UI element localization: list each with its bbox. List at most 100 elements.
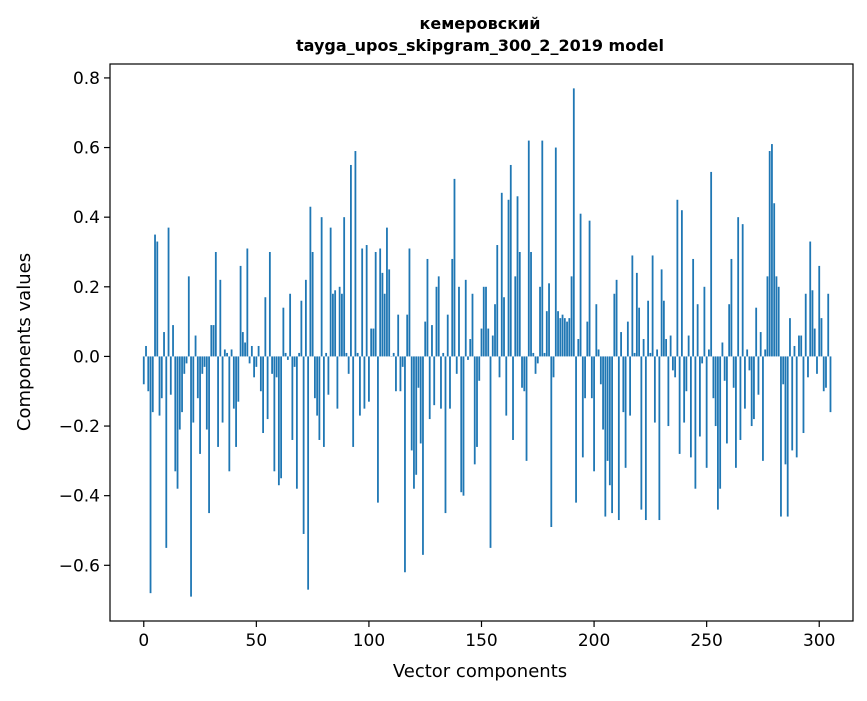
bar — [521, 356, 523, 387]
bar — [154, 235, 156, 357]
bar — [174, 356, 176, 471]
bar — [226, 353, 228, 356]
bar — [602, 356, 604, 429]
bar — [355, 151, 357, 356]
bar — [719, 356, 721, 488]
bar — [143, 356, 145, 384]
bar — [273, 356, 275, 471]
bar — [794, 346, 796, 356]
bar — [352, 356, 354, 447]
bar — [240, 266, 242, 357]
bar — [600, 356, 602, 384]
bar — [816, 356, 818, 373]
bar — [370, 329, 372, 357]
chart-subtitle: tayga_upos_skipgram_300_2_2019 model — [296, 36, 664, 55]
bar — [382, 273, 384, 357]
bar — [260, 356, 262, 391]
y-tick-label: −0.2 — [59, 417, 100, 437]
bar — [206, 356, 208, 429]
bar — [339, 287, 341, 357]
y-axis-label: Components values — [14, 253, 35, 431]
bar — [330, 228, 332, 357]
bar — [163, 332, 165, 356]
bar — [222, 356, 224, 422]
bar — [264, 297, 266, 356]
bar — [377, 356, 379, 502]
bar — [188, 276, 190, 356]
bar — [647, 301, 649, 357]
bar — [749, 356, 751, 370]
bar — [422, 356, 424, 554]
bar — [413, 356, 415, 488]
bar — [555, 148, 557, 357]
bar — [704, 287, 706, 357]
bar — [645, 356, 647, 520]
bar — [550, 356, 552, 527]
y-tick-label: 0.6 — [73, 139, 100, 159]
bar — [789, 318, 791, 356]
bar — [665, 339, 667, 356]
bar — [620, 332, 622, 356]
bar — [787, 356, 789, 516]
bar — [463, 356, 465, 495]
x-tick-label: 300 — [803, 631, 835, 651]
bar — [769, 151, 771, 356]
bar — [224, 349, 226, 356]
bar — [760, 332, 762, 356]
bar — [217, 356, 219, 447]
bar — [406, 315, 408, 357]
bar — [631, 255, 633, 356]
bar — [397, 315, 399, 357]
bar — [244, 343, 246, 357]
bar — [201, 356, 203, 373]
bar — [431, 325, 433, 356]
bar — [791, 356, 793, 450]
chart-title: кемеровский — [420, 14, 541, 33]
bar — [456, 356, 458, 373]
bar — [348, 356, 350, 373]
bar — [487, 329, 489, 357]
bar — [586, 322, 588, 357]
bar — [280, 356, 282, 478]
bar — [375, 252, 377, 356]
bar — [798, 336, 800, 357]
bar — [404, 356, 406, 572]
bar — [285, 353, 287, 356]
x-tick-label: 150 — [465, 631, 497, 651]
bar — [537, 356, 539, 363]
bar — [688, 336, 690, 357]
bar — [672, 356, 674, 370]
bar — [271, 356, 273, 373]
bar — [204, 356, 206, 366]
bar — [177, 356, 179, 488]
bar — [165, 356, 167, 547]
bar — [778, 287, 780, 357]
bar — [314, 356, 316, 398]
bar — [800, 336, 802, 357]
bar — [213, 325, 215, 356]
y-axis: −0.6−0.4−0.20.00.20.40.60.8 — [59, 69, 110, 576]
bar — [731, 259, 733, 356]
bar — [465, 280, 467, 357]
bar — [233, 356, 235, 408]
bar — [544, 353, 546, 356]
bar — [427, 259, 429, 356]
bar — [152, 356, 154, 412]
bar — [251, 346, 253, 356]
bar — [366, 245, 368, 356]
bar — [501, 193, 503, 357]
x-tick-label: 50 — [246, 631, 268, 651]
bar — [492, 336, 494, 357]
bar — [510, 165, 512, 356]
bar — [334, 290, 336, 356]
bar — [762, 356, 764, 460]
bar — [438, 276, 440, 356]
x-tick-label: 0 — [138, 631, 149, 651]
bar — [325, 353, 327, 356]
bar — [706, 356, 708, 467]
x-tick-label: 200 — [578, 631, 610, 651]
bar — [514, 276, 516, 356]
bar — [733, 356, 735, 387]
bar — [411, 356, 413, 450]
